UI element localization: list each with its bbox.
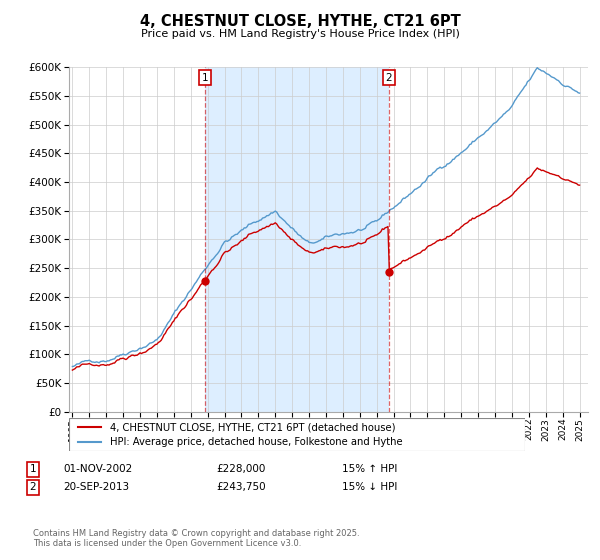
Text: Price paid vs. HM Land Registry's House Price Index (HPI): Price paid vs. HM Land Registry's House … xyxy=(140,29,460,39)
Text: HPI: Average price, detached house, Folkestone and Hythe: HPI: Average price, detached house, Folk… xyxy=(110,437,403,447)
Text: 2: 2 xyxy=(386,73,392,82)
Text: 15% ↑ HPI: 15% ↑ HPI xyxy=(342,464,397,474)
Text: 1: 1 xyxy=(202,73,208,82)
Text: 20-SEP-2013: 20-SEP-2013 xyxy=(63,482,129,492)
Text: £243,750: £243,750 xyxy=(216,482,266,492)
Text: 1: 1 xyxy=(29,464,37,474)
Bar xyxy=(205,67,389,412)
Text: 15% ↓ HPI: 15% ↓ HPI xyxy=(342,482,397,492)
Text: £228,000: £228,000 xyxy=(216,464,265,474)
Text: 2: 2 xyxy=(29,482,37,492)
Text: 01-NOV-2002: 01-NOV-2002 xyxy=(63,464,132,474)
Text: Contains HM Land Registry data © Crown copyright and database right 2025.
This d: Contains HM Land Registry data © Crown c… xyxy=(33,529,359,548)
FancyBboxPatch shape xyxy=(69,418,525,451)
Text: 4, CHESTNUT CLOSE, HYTHE, CT21 6PT: 4, CHESTNUT CLOSE, HYTHE, CT21 6PT xyxy=(140,14,460,29)
Text: 4, CHESTNUT CLOSE, HYTHE, CT21 6PT (detached house): 4, CHESTNUT CLOSE, HYTHE, CT21 6PT (deta… xyxy=(110,422,395,432)
